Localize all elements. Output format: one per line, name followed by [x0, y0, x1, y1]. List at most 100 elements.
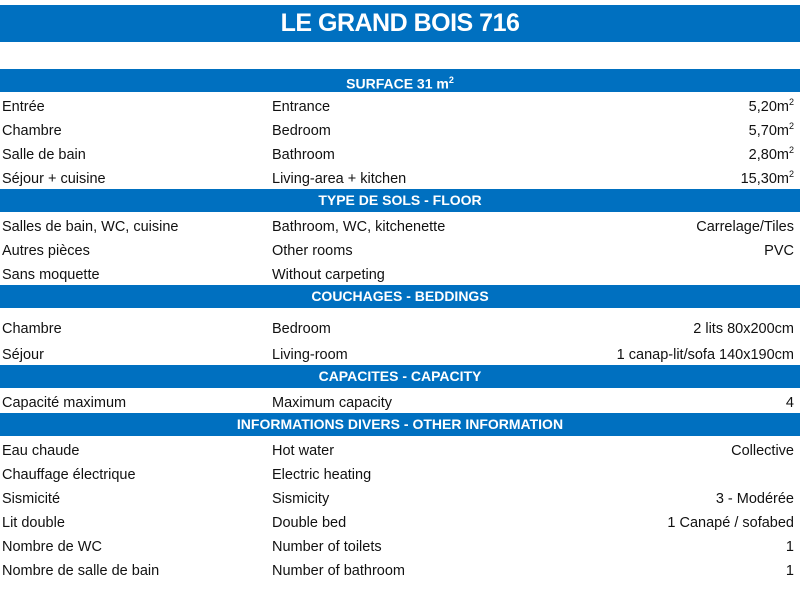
label-en: Bathroom — [272, 145, 562, 165]
value-text: Carrelage/Tiles — [696, 219, 794, 235]
label-en-text: Other rooms — [272, 243, 353, 259]
label-fr-text: Entrée — [2, 99, 45, 115]
section-header: COUCHAGES - BEDDINGS — [0, 285, 800, 309]
value-text: Collective — [731, 443, 794, 459]
label-fr: Sans moquette — [0, 265, 272, 285]
label-fr-text: Salles de bain, WC, cuisine — [2, 219, 179, 235]
label-en-text: Hot water — [272, 443, 335, 459]
superscript: 2 — [788, 145, 794, 156]
label-en-text: Sismicity — [272, 491, 330, 507]
section-header: INFORMATIONS DIVERS - OTHER INFORMATION — [0, 413, 800, 437]
label-fr-text: Autres pièces — [2, 243, 90, 259]
value: 2 lits 80x200cm — [562, 319, 800, 339]
section-title: CAPACITES - CAPACITY — [318, 368, 482, 384]
label-en-text: Entrance — [272, 99, 331, 115]
value-text: 1 canap-lit/sofa 140x190cm — [616, 347, 794, 363]
label-en: Without carpeting — [272, 265, 562, 285]
value: 1 — [562, 561, 800, 581]
value-text: 5,20m — [748, 99, 789, 115]
superscript: 2 — [788, 169, 794, 180]
label-fr: Chambre — [0, 319, 272, 339]
superscript: 2 — [788, 121, 794, 132]
value-text: 15,30m — [740, 171, 789, 187]
table-row: Chambre Bedroom 2 lits 80x200cm — [0, 309, 800, 339]
label-en: Living-area + kitchen — [272, 169, 562, 189]
label-fr-text: Chauffage électrique — [2, 467, 136, 483]
label-en-text: Double bed — [272, 515, 347, 531]
label-en-text: Without carpeting — [272, 267, 385, 283]
label-en-text: Bedroom — [272, 321, 331, 337]
label-en-text: Bathroom — [272, 147, 335, 163]
value: 5,70m2 — [562, 116, 800, 141]
table-row: Salle de bain Bathroom 2,80m2 — [0, 141, 800, 165]
table-row: Chambre Bedroom 5,70m2 — [0, 117, 800, 141]
table-row: Entrée Entrance 5,20m2 — [0, 93, 800, 117]
value: 15,30m2 — [562, 164, 800, 189]
section-title: SURFACE 31 m — [346, 75, 449, 92]
label-en: Sismicity — [272, 489, 562, 509]
label-fr-text: Sans moquette — [2, 267, 100, 283]
label-fr: Entrée — [0, 97, 272, 117]
label-en: Number of toilets — [272, 537, 562, 557]
table-row: Nombre de WC Number of toilets 1 — [0, 533, 800, 557]
label-en: Electric heating — [272, 465, 562, 485]
label-en: Double bed — [272, 513, 562, 533]
label-en-text: Bathroom, WC, kitchenette — [272, 219, 446, 235]
value: 3 - Modérée — [562, 489, 800, 509]
label-en: Entrance — [272, 97, 562, 117]
table-row: Chauffage électrique Electric heating — [0, 461, 800, 485]
label-fr-text: Eau chaude — [2, 443, 80, 459]
label-fr-text: Lit double — [2, 515, 65, 531]
value-text: PVC — [764, 243, 794, 259]
label-en-text: Bedroom — [272, 123, 331, 139]
section-header: SURFACE 31 m2 — [0, 69, 800, 93]
superscript: 2 — [448, 75, 454, 85]
table-row: Séjour Living-room 1 canap-lit/sofa 140x19… — [0, 339, 800, 365]
table-row: Lit double Double bed 1 Canapé / sofabed — [0, 509, 800, 533]
value: PVC — [562, 241, 800, 261]
label-fr-text: Nombre de WC — [2, 539, 102, 555]
table-row: Séjour + cuisine Living-area + kitchen 15,… — [0, 165, 800, 189]
page-title: LE GRAND BOIS 716 — [0, 5, 800, 42]
label-fr: Eau chaude — [0, 441, 272, 461]
label-en-text: Number of bathroom — [272, 563, 405, 579]
label-fr: Séjour — [0, 345, 272, 365]
info-table: SURFACE 31 m2 Entrée Entrance 5,20m2 Chambre… — [0, 69, 800, 581]
label-en: Other rooms — [272, 241, 562, 261]
value-text: 4 — [785, 395, 794, 411]
value-text: 2,80m — [748, 147, 789, 163]
label-en: Bedroom — [272, 121, 562, 141]
table-row: Sismicité Sismicity 3 - Modérée — [0, 485, 800, 509]
value-text: 5,70m — [748, 123, 789, 139]
table-row: Nombre de salle de bain Number of bathroo… — [0, 557, 800, 581]
label-fr: Capacité maximum — [0, 393, 272, 413]
value-text: 1 — [785, 563, 794, 579]
label-fr-text: Chambre — [2, 321, 62, 337]
label-fr: Chauffage électrique — [0, 465, 272, 485]
label-fr-text: Chambre — [2, 123, 62, 139]
table-row: Capacité maximum Maximum capacity 4 — [0, 389, 800, 413]
label-fr-text: Sismicité — [2, 491, 61, 507]
value: 4 — [562, 393, 800, 413]
value-text: 1 Canapé / sofabed — [667, 515, 794, 531]
table-row: Salles de bain, WC, cuisine Bathroom, WC,… — [0, 213, 800, 237]
label-en: Bedroom — [272, 319, 562, 339]
value: Collective — [562, 441, 800, 461]
value: 5,20m2 — [562, 92, 800, 117]
label-fr: Salle de bain — [0, 145, 272, 165]
label-en-text: Number of toilets — [272, 539, 382, 555]
label-fr: Nombre de WC — [0, 537, 272, 557]
label-fr-text: Nombre de salle de bain — [2, 563, 160, 579]
value: Carrelage/Tiles — [562, 217, 800, 237]
value: 1 Canapé / sofabed — [562, 513, 800, 533]
value: 2,80m2 — [562, 140, 800, 165]
label-en: Living-room — [272, 345, 562, 365]
label-en-text: Living-area + kitchen — [272, 171, 407, 187]
value-text: 1 — [785, 539, 794, 555]
label-fr: Salles de bain, WC, cuisine — [0, 217, 272, 237]
label-fr: Chambre — [0, 121, 272, 141]
label-fr: Lit double — [0, 513, 272, 533]
table-row: Eau chaude Hot water Collective — [0, 437, 800, 461]
value-text: 2 lits 80x200cm — [693, 321, 794, 337]
label-en-text: Electric heating — [272, 467, 372, 483]
